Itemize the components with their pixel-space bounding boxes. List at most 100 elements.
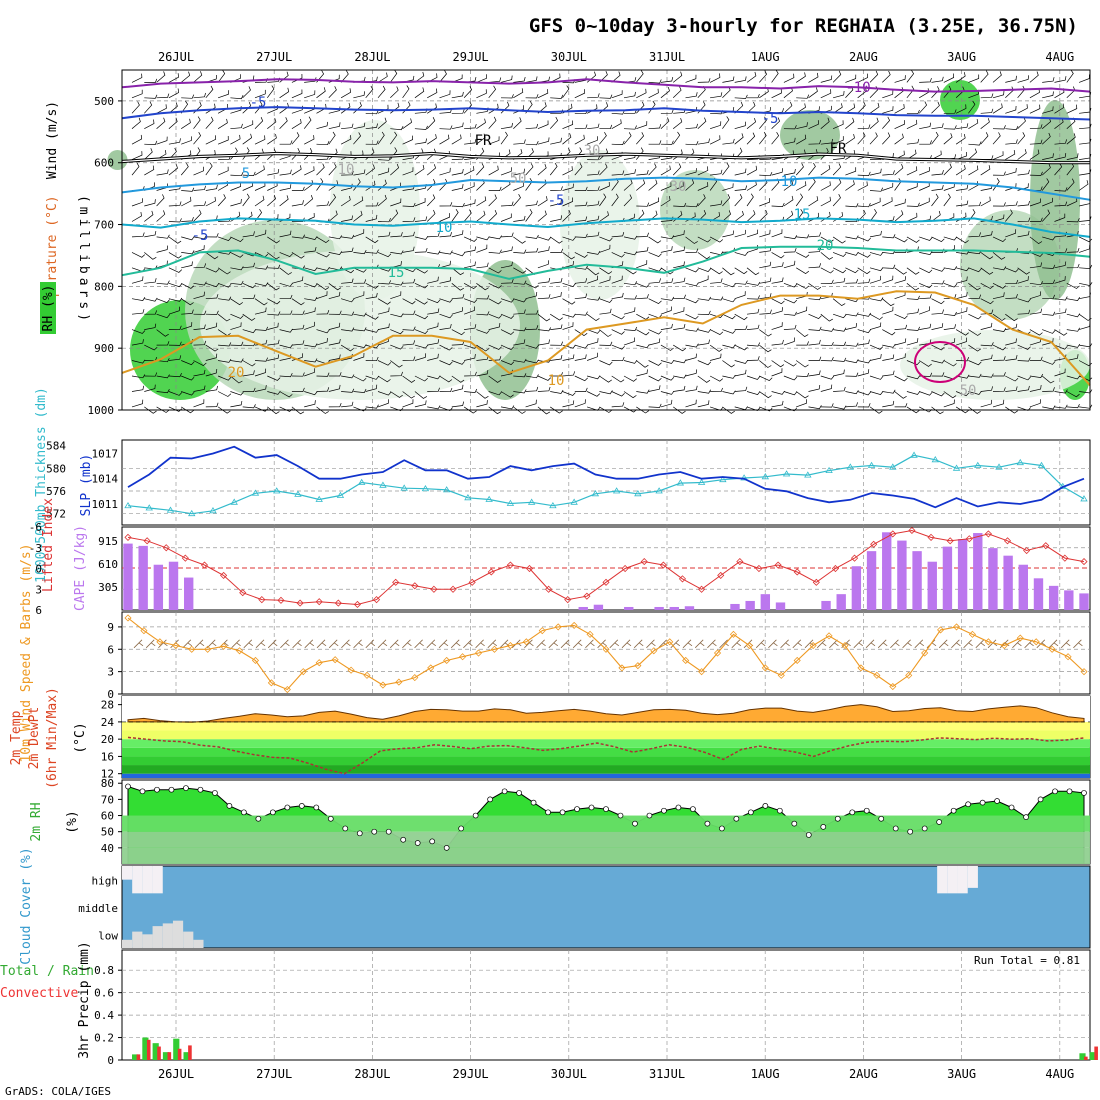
wind-barb — [303, 194, 314, 207]
wind-barb — [722, 183, 734, 191]
wind-barb — [341, 311, 355, 316]
wind-barb — [709, 236, 724, 243]
surface-wind-barb — [145, 639, 156, 649]
wind-barb — [574, 278, 588, 284]
tick-label: 60 — [101, 810, 114, 823]
wind-barb — [1042, 264, 1056, 269]
wind-barb — [550, 406, 563, 414]
wind-barb — [476, 295, 490, 300]
wind-barb — [820, 357, 834, 362]
cape-bar — [821, 600, 831, 610]
wind-barb — [131, 198, 143, 207]
wind-barb — [869, 354, 882, 361]
wind-barb — [980, 373, 994, 378]
wind-barb — [537, 120, 549, 130]
wind-barb — [660, 375, 675, 381]
wind-barb — [316, 372, 330, 377]
wind-barb — [808, 313, 822, 320]
wind-barb — [980, 342, 994, 347]
wind-barb — [488, 77, 502, 83]
wind-barb — [587, 200, 600, 207]
wind-barb — [992, 313, 1006, 321]
wind-barb — [390, 360, 403, 368]
wind-barb — [341, 327, 355, 332]
wind-speed-marker — [188, 645, 196, 653]
wind-barb — [525, 344, 539, 349]
wind-barb — [304, 135, 315, 145]
cape-bar — [942, 546, 953, 610]
clear-cell-high — [152, 866, 163, 894]
wind-speed-marker — [777, 671, 785, 679]
wind-barb — [304, 307, 316, 315]
wind-barb — [574, 134, 585, 145]
wind-barb — [869, 102, 880, 114]
wind-barb — [599, 124, 613, 130]
wind-barb — [906, 166, 918, 176]
wind-barb — [242, 262, 255, 269]
wind-barb — [131, 329, 146, 334]
rh-marker — [994, 798, 1000, 804]
wind-barb — [1029, 262, 1043, 269]
wind-barb — [217, 194, 226, 207]
wind-barb — [562, 197, 573, 207]
wind-barb — [845, 312, 859, 317]
wind-barb — [759, 229, 771, 238]
wind-barb — [955, 236, 969, 244]
wind-barb — [882, 182, 894, 191]
wind-barb — [279, 230, 292, 238]
wind-barb — [242, 86, 251, 99]
wind-barb — [943, 182, 955, 191]
wind-barb — [390, 163, 400, 176]
wind-barb — [586, 275, 599, 284]
wind-barb — [144, 101, 153, 114]
li-marker — [927, 533, 935, 541]
wind-barb — [857, 124, 871, 130]
wind-barb — [685, 385, 698, 392]
wind-barb — [377, 307, 390, 315]
wind-barb — [857, 252, 871, 258]
surface-wind-barb — [609, 639, 620, 649]
wind-barb — [795, 329, 809, 338]
clear-cell-low — [162, 923, 173, 948]
wind-barb — [992, 266, 1007, 271]
precip-axis: 00.20.40.60.8 — [94, 964, 122, 1067]
wind-barb — [796, 341, 809, 346]
wind-barb — [537, 327, 552, 332]
wind-barb — [648, 278, 661, 284]
wind-barb — [1029, 149, 1040, 160]
wind-barb — [919, 140, 932, 145]
wind-barb — [906, 182, 918, 191]
wind-barb — [1029, 385, 1042, 392]
minmax-label: (6hr Min/Max) — [45, 687, 60, 789]
wind-barb — [648, 329, 662, 335]
wind-barb — [968, 119, 979, 129]
thickness-marker — [230, 498, 238, 505]
wind-barb — [414, 400, 427, 408]
wind-barb — [365, 164, 375, 176]
wind-barb — [562, 166, 573, 176]
wind-barb — [525, 282, 539, 289]
li-tick: 6 — [35, 604, 42, 617]
wind-barb — [205, 385, 218, 392]
wind-barb — [931, 76, 944, 83]
wind-barb — [992, 103, 1003, 114]
wind-barb — [513, 88, 524, 99]
cape-bar — [1079, 593, 1089, 610]
wind-barb — [1042, 279, 1056, 284]
surface-wind-barb — [536, 639, 546, 649]
wind-barb — [611, 193, 619, 207]
wind-barb — [144, 310, 158, 315]
wind-barb — [1005, 201, 1018, 207]
wind-barb — [660, 140, 674, 145]
rh-marker — [559, 809, 566, 816]
wind-barb — [808, 283, 822, 290]
wind-barb — [156, 374, 170, 379]
wind-barb — [599, 298, 613, 303]
thickness-line — [127, 454, 1085, 515]
wind-barb — [796, 134, 807, 145]
wind-speed-marker — [283, 685, 291, 694]
wind-barb — [427, 103, 437, 114]
wind-barb — [968, 148, 978, 160]
wind-speed-marker — [634, 662, 642, 670]
wind-barb — [131, 117, 141, 129]
